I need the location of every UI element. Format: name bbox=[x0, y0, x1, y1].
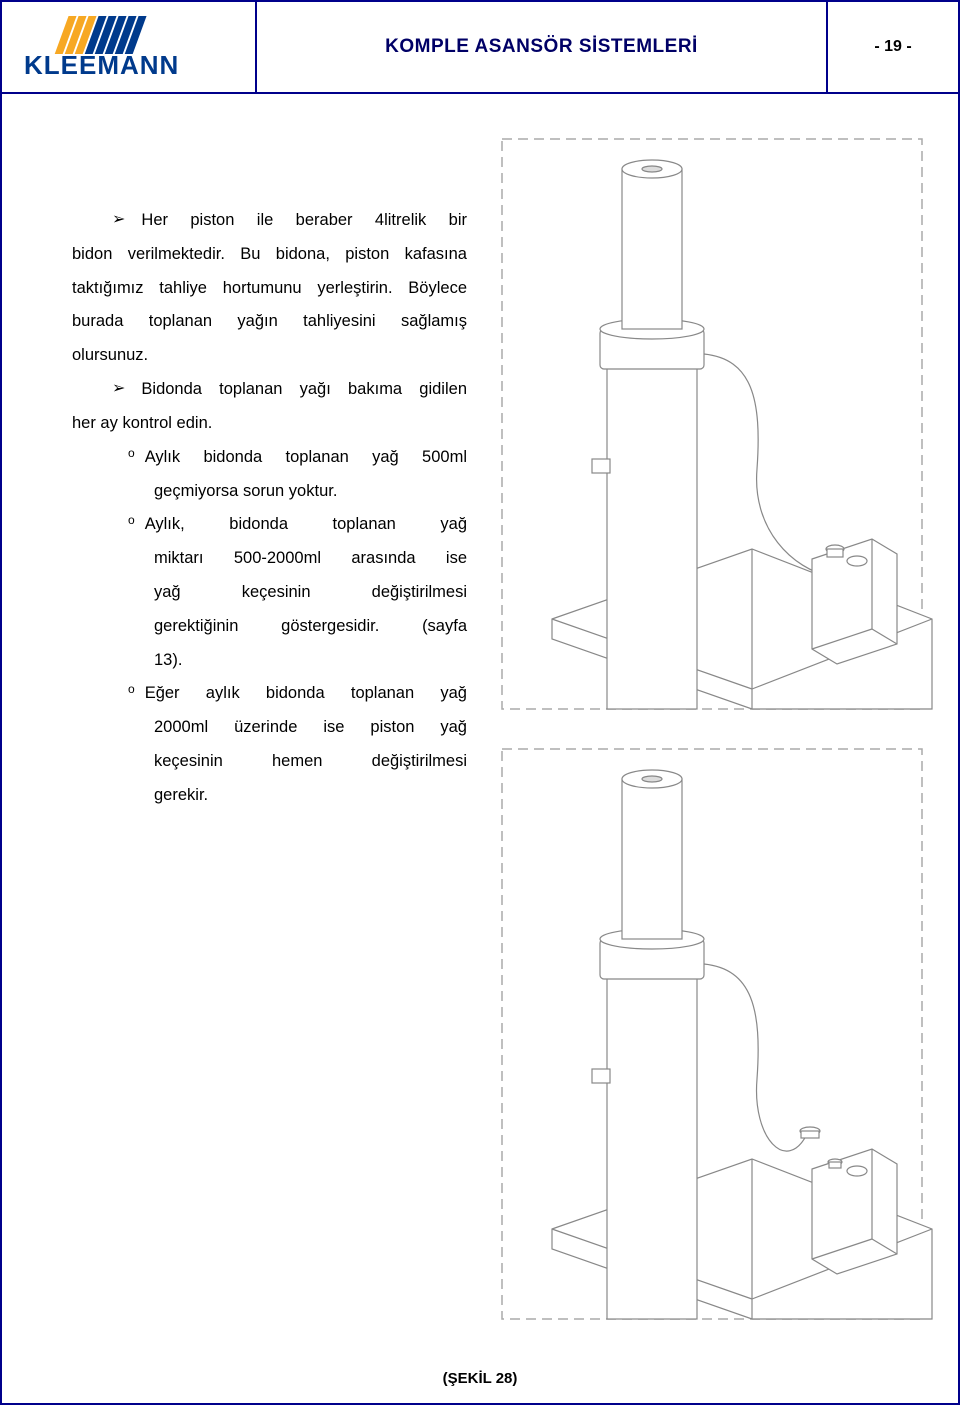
logo-text: KLEEMANN bbox=[24, 50, 179, 80]
kleemann-logo: KLEEMANN bbox=[14, 12, 244, 82]
paragraph-1-line-5: olursunuz. bbox=[72, 339, 467, 373]
circle-bullet-icon: o bbox=[128, 441, 135, 475]
page-number: - 19 - bbox=[828, 2, 958, 92]
circle-bullet-icon: o bbox=[128, 508, 135, 542]
arrow-bullet-icon: ➢ bbox=[112, 373, 125, 407]
header-row: KLEEMANN KOMPLE ASANSÖR SİSTEMLERİ - 19 … bbox=[2, 2, 958, 94]
sub-1-line-1: o Aylık bidonda toplanan yağ 500ml bbox=[72, 441, 467, 475]
paragraph-2-line-2: her ay kontrol edin. bbox=[72, 407, 467, 441]
paragraph-1-line-3: taktığımız tahliye hortumunu yerleştirin… bbox=[72, 272, 467, 306]
document-page: KLEEMANN KOMPLE ASANSÖR SİSTEMLERİ - 19 … bbox=[0, 0, 960, 1405]
sub-3-line-3: keçesinin hemen değiştirilmesi bbox=[154, 745, 467, 779]
text: Aylık, bidonda toplanan yağ bbox=[145, 508, 467, 542]
text: Her piston ile beraber 4litrelik bir bbox=[141, 204, 467, 238]
text: Eğer aylık bidonda toplanan yağ bbox=[145, 677, 467, 711]
text: Bidonda toplanan yağı bakıma gidilen bbox=[141, 373, 467, 407]
paragraph-1-line-1: ➢ Her piston ile beraber 4litrelik bir bbox=[72, 204, 467, 238]
circle-bullet-icon: o bbox=[128, 677, 135, 711]
sub-2-line-5: 13). bbox=[154, 644, 467, 678]
piston-diagram-top bbox=[492, 129, 942, 719]
sub-3-line-2: 2000ml üzerinde ise piston yağ bbox=[154, 711, 467, 745]
sub-2-line-1: o Aylık, bidonda toplanan yağ bbox=[72, 508, 467, 542]
paragraph-1-line-4: burada toplanan yağın tahliyesini sağlam… bbox=[72, 305, 467, 339]
sub-2-line-4: gerektiğinin göstergesidir. (sayfa bbox=[154, 610, 467, 644]
sub-2-line-3: yağ keçesinin değiştirilmesi bbox=[154, 576, 467, 610]
paragraph-1-line-2: bidon verilmektedir. Bu bidona, piston k… bbox=[72, 238, 467, 272]
sub-1-line-2: geçmiyorsa sorun yoktur. bbox=[154, 475, 467, 509]
text: Aylık bidonda toplanan yağ 500ml bbox=[145, 441, 467, 475]
text-block: ➢ Her piston ile beraber 4litrelik bir b… bbox=[72, 204, 467, 813]
piston-diagram-bottom bbox=[492, 739, 942, 1329]
sub-3-line-4: gerekir. bbox=[154, 779, 467, 813]
figure-label: (ŞEKİL 28) bbox=[2, 1370, 958, 1387]
paragraph-2-line-1: ➢ Bidonda toplanan yağı bakıma gidilen bbox=[72, 373, 467, 407]
sub-3-line-1: o Eğer aylık bidonda toplanan yağ bbox=[72, 677, 467, 711]
sub-2-line-2: miktarı 500-2000ml arasında ise bbox=[154, 542, 467, 576]
logo-cell: KLEEMANN bbox=[2, 2, 257, 92]
header-title: KOMPLE ASANSÖR SİSTEMLERİ bbox=[257, 2, 828, 92]
content-body: ➢ Her piston ile beraber 4litrelik bir b… bbox=[2, 94, 958, 1405]
arrow-bullet-icon: ➢ bbox=[112, 204, 125, 238]
